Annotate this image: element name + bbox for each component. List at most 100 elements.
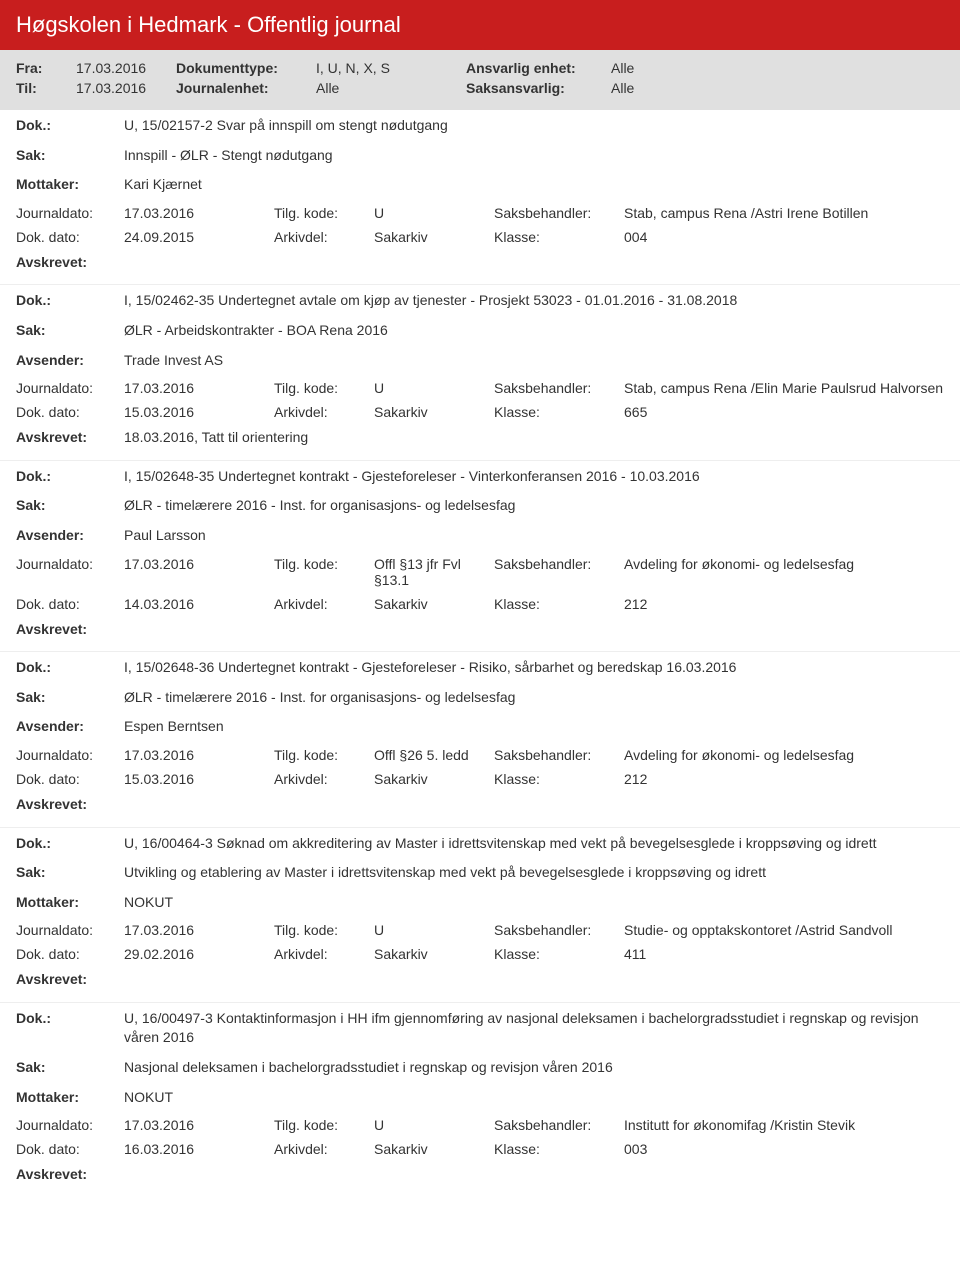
sak-label: Sak: [16,1058,124,1078]
dokdato-label: Dok. dato: [16,596,124,612]
avskrevet-value [124,253,944,273]
avskrevet-value [124,1165,944,1185]
journaldato-label: Journaldato: [16,205,124,221]
klasse-label: Klasse: [494,229,624,245]
journalenhet-label: Journalenhet: [176,80,316,96]
arkivdel-value: Sakarkiv [374,596,494,612]
dok-label: Dok.: [16,116,124,136]
dok-value: I, 15/02648-36 Undertegnet kontrakt - Gj… [124,658,944,678]
journaldato-label: Journaldato: [16,1117,124,1133]
avskrevet-value [124,970,944,990]
klasse-label: Klasse: [494,1141,624,1157]
dok-label: Dok.: [16,658,124,678]
avskrevet-label: Avskrevet: [16,970,124,990]
sak-value: ØLR - Arbeidskontrakter - BOA Rena 2016 [124,321,944,341]
dok-value: I, 15/02462-35 Undertegnet avtale om kjø… [124,291,944,311]
tilgkode-value: Offl §26 5. ledd [374,747,494,763]
klasse-value: 004 [624,229,944,245]
party-value: Paul Larsson [124,526,944,546]
saksbehandler-value: Avdeling for økonomi- og ledelsesfag [624,556,944,588]
klasse-value: 212 [624,771,944,787]
til-label: Til: [16,80,76,96]
saksbehandler-value: Stab, campus Rena /Astri Irene Botillen [624,205,944,221]
avskrevet-value [124,620,944,640]
tilgkode-value: U [374,380,494,396]
journal-entry: Dok.:U, 16/00497-3 Kontaktinformasjon i … [0,1002,960,1197]
journaldato-value: 17.03.2016 [124,205,274,221]
party-label: Avsender: [16,526,124,546]
dok-value: U, 16/00497-3 Kontaktinformasjon i HH if… [124,1009,944,1048]
party-value: NOKUT [124,893,944,913]
saksbehandler-value: Studie- og opptakskontoret /Astrid Sandv… [624,922,944,938]
party-label: Mottaker: [16,1088,124,1108]
dokdato-label: Dok. dato: [16,771,124,787]
journaldato-value: 17.03.2016 [124,556,274,588]
arkivdel-label: Arkivdel: [274,596,374,612]
klasse-value: 411 [624,946,944,962]
saksbehandler-label: Saksbehandler: [494,556,624,588]
avskrevet-label: Avskrevet: [16,620,124,640]
dok-value: U, 16/00464-3 Søknad om akkreditering av… [124,834,944,854]
dokdato-value: 16.03.2016 [124,1141,274,1157]
journaldato-value: 17.03.2016 [124,1117,274,1133]
journal-entry: Dok.:I, 15/02462-35 Undertegnet avtale o… [0,284,960,459]
tilgkode-value: U [374,922,494,938]
dok-label: Dok.: [16,291,124,311]
arkivdel-label: Arkivdel: [274,1141,374,1157]
til-value: 17.03.2016 [76,80,176,96]
dokdato-label: Dok. dato: [16,1141,124,1157]
saksbehandler-value: Institutt for økonomifag /Kristin Stevik [624,1117,944,1133]
journaldato-label: Journaldato: [16,747,124,763]
filter-bar: Fra: 17.03.2016 Dokumenttype: I, U, N, X… [0,50,960,110]
party-value: Espen Berntsen [124,717,944,737]
journaldato-value: 17.03.2016 [124,380,274,396]
journaldato-label: Journaldato: [16,380,124,396]
saksbehandler-label: Saksbehandler: [494,205,624,221]
saksbehandler-label: Saksbehandler: [494,1117,624,1133]
sak-label: Sak: [16,863,124,883]
dok-label: Dok.: [16,834,124,854]
sak-value: ØLR - timelærere 2016 - Inst. for organi… [124,496,944,516]
doktype-label: Dokumenttype: [176,60,316,76]
saksbehandler-label: Saksbehandler: [494,747,624,763]
tilgkode-label: Tilg. kode: [274,556,374,588]
avskrevet-label: Avskrevet: [16,253,124,273]
tilgkode-label: Tilg. kode: [274,922,374,938]
journal-entry: Dok.:U, 16/00464-3 Søknad om akkrediteri… [0,827,960,1002]
arkivdel-value: Sakarkiv [374,946,494,962]
sak-label: Sak: [16,321,124,341]
tilgkode-label: Tilg. kode: [274,747,374,763]
avskrevet-label: Avskrevet: [16,1165,124,1185]
sak-label: Sak: [16,688,124,708]
journal-entry: Dok.:I, 15/02648-36 Undertegnet kontrakt… [0,651,960,826]
sak-value: Nasjonal deleksamen i bachelorgradsstudi… [124,1058,944,1078]
klasse-value: 665 [624,404,944,420]
fra-value: 17.03.2016 [76,60,176,76]
journal-entry: Dok.:U, 15/02157-2 Svar på innspill om s… [0,110,960,284]
dok-label: Dok.: [16,1009,124,1048]
arkivdel-value: Sakarkiv [374,771,494,787]
dok-label: Dok.: [16,467,124,487]
party-value: Kari Kjærnet [124,175,944,195]
avskrevet-value: 18.03.2016, Tatt til orientering [124,428,944,448]
journaldato-value: 17.03.2016 [124,747,274,763]
dokdato-value: 15.03.2016 [124,404,274,420]
arkivdel-label: Arkivdel: [274,771,374,787]
klasse-value: 003 [624,1141,944,1157]
dok-value: U, 15/02157-2 Svar på innspill om stengt… [124,116,944,136]
tilgkode-label: Tilg. kode: [274,205,374,221]
dokdato-value: 29.02.2016 [124,946,274,962]
tilgkode-value: Offl §13 jfr Fvl §13.1 [374,556,494,588]
arkivdel-value: Sakarkiv [374,1141,494,1157]
saksbehandler-value: Avdeling for økonomi- og ledelsesfag [624,747,944,763]
saksbehandler-label: Saksbehandler: [494,922,624,938]
tilgkode-label: Tilg. kode: [274,1117,374,1133]
dok-value: I, 15/02648-35 Undertegnet kontrakt - Gj… [124,467,944,487]
journaldato-label: Journaldato: [16,922,124,938]
party-label: Mottaker: [16,175,124,195]
arkivdel-label: Arkivdel: [274,229,374,245]
journaldato-label: Journaldato: [16,556,124,588]
klasse-label: Klasse: [494,946,624,962]
arkivdel-label: Arkivdel: [274,946,374,962]
party-value: NOKUT [124,1088,944,1108]
